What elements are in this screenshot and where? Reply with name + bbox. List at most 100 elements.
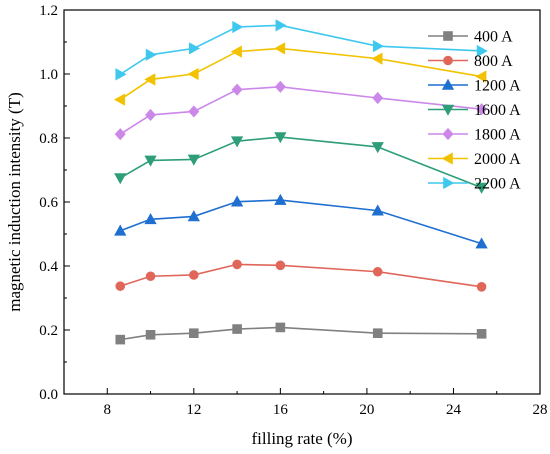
y-tick-label: 0.6 [39,195,58,211]
y-tick-label: 0.2 [39,323,58,339]
legend-item: 400 A [428,29,513,46]
x-tick-label: 8 [104,402,112,418]
legend-marker [443,55,453,66]
legend-label: 2000 A [474,151,521,168]
data-point [274,42,286,55]
data-point [372,266,383,277]
legend-label: 1200 A [474,78,521,95]
data-point [372,91,384,105]
data-point [231,83,243,96]
data-point [230,45,242,58]
data-point [275,260,286,271]
data-point [189,270,199,280]
data-point [187,210,200,222]
legend-label: 800 A [474,53,513,70]
series-2000a [114,42,487,106]
x-axis-title: filling rate (%) [251,429,352,448]
legend-marker [441,152,453,165]
data-point [476,329,487,339]
legend-marker [443,31,453,41]
legend-item: 1800 A [428,127,521,144]
series-line [119,199,482,245]
data-point [144,73,156,86]
data-point [187,154,200,166]
data-point [189,42,201,55]
y-tick-label: 1.0 [39,67,58,83]
x-tick-label: 28 [533,402,548,418]
series-1600a [114,132,488,194]
data-point [371,52,383,65]
series-800a [115,259,487,292]
x-tick-label: 16 [273,402,289,418]
series-2200a [115,19,488,81]
legend: 400 A 800 A 1200 A 1600 A 1800 A 2000 A 2200 A [428,29,521,193]
x-tick-label: 24 [446,402,462,418]
data-point [232,20,244,34]
legend-item: 2200 A [428,176,521,193]
series-line [120,326,482,341]
data-point [189,328,199,339]
data-point [187,67,199,81]
data-point [476,103,488,116]
legend-label: 1800 A [474,127,521,144]
legend-item: 2000 A [428,151,521,168]
data-point [115,281,126,291]
y-tick-label: 0.4 [39,259,58,275]
data-point [114,224,127,236]
series-layer [114,19,488,345]
y-tick-label: 0.0 [39,387,58,403]
axes: 8 12 16 20 24 28 0.0 0.2 0.4 0.6 0.8 1.0 1.2 [39,3,547,418]
data-point [145,48,157,61]
data-point [232,259,242,270]
y-axis-title: magnetic induction intensity (T) [5,92,24,312]
legend-item: 800 A [428,53,513,70]
data-point [371,204,384,216]
data-point [372,328,383,339]
series-1800a [114,80,488,141]
data-point [188,105,200,118]
data-point [144,155,157,167]
data-point [230,136,244,148]
data-point [230,195,244,207]
data-point [145,329,156,340]
series-1200a [114,193,488,249]
y-tick-label: 0.8 [39,131,58,147]
series-line [120,263,482,288]
data-point [114,93,126,106]
x-tick-label: 20 [359,402,374,418]
legend-marker [441,78,455,90]
series-line [119,136,482,189]
data-point [275,19,287,32]
series-400a [115,322,487,345]
data-point [145,108,157,122]
legend-item: 1200 A [428,78,521,95]
data-point [372,40,384,53]
data-point [476,44,488,58]
data-point [274,80,286,93]
series-line [119,85,482,135]
data-point [371,142,384,154]
data-point [475,182,488,194]
data-point [275,322,286,333]
data-point [232,324,242,334]
data-point [274,132,287,144]
data-point [115,68,127,81]
data-point [475,237,488,249]
legend-label: 1600 A [474,102,521,119]
data-point [144,213,157,225]
legend-label: 400 A [474,29,513,46]
series-line [119,47,482,101]
legend-item: 1600 A [428,102,521,119]
data-point [476,281,487,292]
x-tick-label: 12 [186,402,201,418]
data-point [114,128,126,141]
data-point [114,173,127,185]
legend-marker [442,127,454,141]
data-point [145,271,156,282]
data-point [274,193,287,205]
y-tick-label: 1.2 [39,3,58,19]
data-point [115,334,126,345]
legend-marker [443,176,455,190]
legend-label: 2200 A [474,176,521,193]
